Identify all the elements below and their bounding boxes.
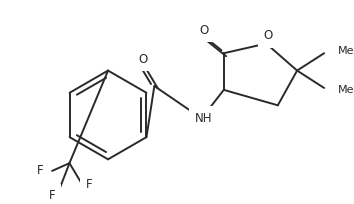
Text: O: O <box>138 52 147 65</box>
Text: Me: Me <box>338 85 354 95</box>
Text: O: O <box>263 29 273 42</box>
Text: F: F <box>49 190 55 203</box>
Text: F: F <box>37 164 44 177</box>
Text: F: F <box>85 178 92 191</box>
Text: NH: NH <box>195 112 212 125</box>
Text: Me: Me <box>338 46 354 56</box>
Text: O: O <box>200 24 209 37</box>
